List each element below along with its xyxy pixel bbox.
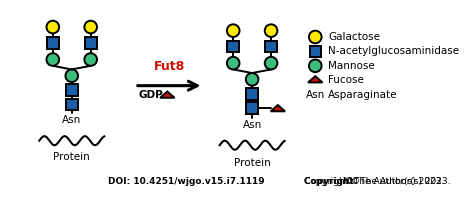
Text: Fut8: Fut8	[154, 60, 185, 73]
Circle shape	[265, 24, 277, 37]
Polygon shape	[160, 92, 174, 98]
Circle shape	[46, 53, 59, 66]
Bar	[265, 41, 277, 52]
Bar	[66, 84, 78, 96]
Text: Galactose: Galactose	[328, 32, 380, 42]
Bar	[246, 88, 258, 100]
Text: Fucose: Fucose	[328, 75, 364, 85]
Text: DOI: 10.4251/wjgo.v15.i7.1119: DOI: 10.4251/wjgo.v15.i7.1119	[108, 177, 267, 186]
Circle shape	[46, 21, 59, 33]
Circle shape	[84, 53, 97, 66]
Bar	[228, 41, 239, 52]
Circle shape	[309, 31, 321, 43]
Bar	[47, 37, 59, 49]
Text: Protein: Protein	[234, 158, 271, 168]
Polygon shape	[271, 105, 285, 111]
Text: Copyright: Copyright	[304, 177, 357, 186]
Text: Asn: Asn	[62, 115, 82, 124]
Bar	[310, 46, 321, 57]
Text: Asn: Asn	[243, 120, 262, 130]
Circle shape	[265, 57, 277, 69]
Text: Protein: Protein	[54, 153, 90, 162]
Text: Mannose: Mannose	[328, 61, 374, 71]
Text: ©The Author(s) 2023.: ©The Author(s) 2023.	[345, 177, 444, 186]
Circle shape	[246, 73, 258, 86]
Text: Asparaginate: Asparaginate	[328, 90, 397, 100]
Polygon shape	[308, 76, 322, 82]
Bar	[246, 102, 258, 114]
Text: N-acetylglucosaminidase: N-acetylglucosaminidase	[328, 46, 459, 56]
Circle shape	[227, 57, 239, 69]
Bar	[66, 99, 78, 110]
Bar	[85, 37, 97, 49]
Circle shape	[227, 24, 239, 37]
Circle shape	[84, 21, 97, 33]
Circle shape	[309, 60, 321, 72]
Text: Copyright ©The Author(s) 2023.: Copyright ©The Author(s) 2023.	[304, 177, 451, 186]
Text: Asn: Asn	[306, 90, 325, 100]
Text: GDP-: GDP-	[138, 90, 167, 100]
Circle shape	[65, 69, 78, 82]
